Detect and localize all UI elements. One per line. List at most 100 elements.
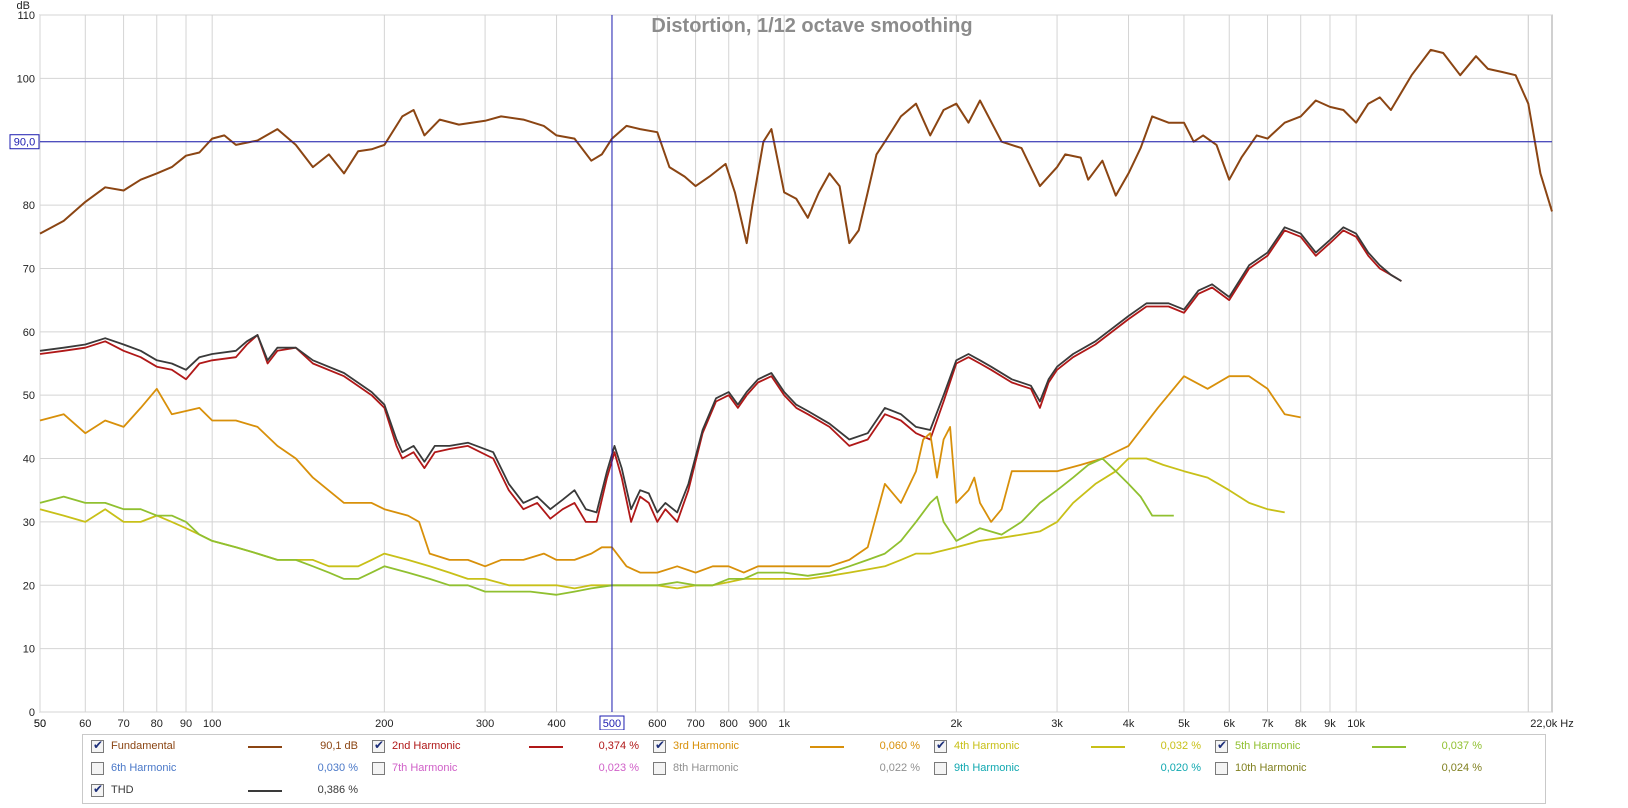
series-line-fundamental: [39, 48, 1553, 245]
legend-row: THD 0,386 %: [83, 780, 1545, 802]
plot-area[interactable]: [39, 14, 1553, 713]
legend-item: 3rd Harmonic 0,060 %: [645, 736, 935, 758]
legend-series-value: 0,060 %: [879, 740, 920, 752]
legend-checkbox[interactable]: [91, 782, 104, 797]
legend-checkbox[interactable]: [372, 738, 385, 753]
legend-item: 9th Harmonic 0,020 %: [926, 758, 1216, 780]
series-line-5th-harmonic: [39, 457, 1174, 596]
legend-checkbox[interactable]: [1215, 762, 1228, 775]
legend-series-value: 0,030 %: [317, 762, 358, 774]
x-tick-label: 3k: [1051, 718, 1063, 730]
legend-item: 2nd Harmonic 0,374 %: [364, 736, 654, 758]
cursor-y-readout: 90,0: [14, 137, 35, 149]
y-axis-label: dB: [17, 0, 30, 12]
x-tick-label: 8k: [1295, 718, 1307, 730]
legend-line-swatch: [248, 746, 282, 748]
y-tick-label: 20: [23, 580, 35, 592]
legend-series-name: 6th Harmonic: [111, 762, 177, 774]
x-tick-labels: 50 60 70 80 90 100 200 300 400 600 700 800 900 1k 2k 3k…: [34, 718, 1574, 730]
legend-checkbox[interactable]: [653, 762, 666, 775]
x-tick-label: 800: [720, 718, 738, 730]
legend-item: 10th Harmonic 0,024 %: [1207, 758, 1497, 780]
x-tick-label: 60: [79, 718, 91, 730]
legend-series-value: 0,032 %: [1160, 740, 1201, 752]
legend-line-swatch: [1372, 746, 1406, 748]
legend-checkbox[interactable]: [372, 762, 385, 775]
x-tick-label: 80: [151, 718, 163, 730]
legend-line-swatch: [810, 746, 844, 748]
legend-checkbox[interactable]: [934, 762, 947, 775]
legend-series-value: 90,1 dB: [320, 740, 358, 752]
x-tick-label: 1k: [778, 718, 790, 730]
legend-series-name: THD: [111, 784, 134, 796]
legend-series-value: 0,386 %: [317, 784, 358, 796]
y-tick-label: 10: [23, 644, 35, 656]
x-tick-label: 300: [476, 718, 494, 730]
legend-series-name: 10th Harmonic: [1235, 762, 1307, 774]
legend-item: 7th Harmonic 0,023 %: [364, 758, 654, 780]
legend-item: 8th Harmonic 0,022 %: [645, 758, 935, 780]
distortion-chart: 0 10 20 30 40 50 60 70 80 90 100 110 50 60 70 80 90 100 2…: [9, 0, 1574, 730]
x-tick-label: 7k: [1262, 718, 1274, 730]
legend-item: 6th Harmonic 0,030 %: [83, 758, 373, 780]
cursor-x-readout: 500: [603, 718, 621, 730]
chart-title: Distortion, 1/12 octave smoothing: [651, 15, 972, 37]
legend-series-value: 0,022 %: [879, 762, 920, 774]
legend-checkbox[interactable]: [91, 762, 104, 775]
x-tick-label: 2k: [951, 718, 963, 730]
x-tick-label: 70: [117, 718, 129, 730]
x-tick-label: 100: [203, 718, 221, 730]
x-tick-label: 10k: [1347, 718, 1365, 730]
legend-checkbox[interactable]: [653, 738, 666, 753]
legend-series-value: 0,374 %: [598, 740, 639, 752]
legend: Fundamental 90,1 dB 2nd Harmonic 0,374 % 3rd…: [82, 734, 1546, 804]
legend-line-swatch: [529, 746, 563, 748]
legend-series-name: 9th Harmonic: [954, 762, 1020, 774]
x-tick-label: 6k: [1223, 718, 1235, 730]
x-tick-label: 50: [34, 718, 46, 730]
legend-series-name: 5th Harmonic: [1235, 740, 1301, 752]
legend-series-value: 0,037 %: [1441, 740, 1482, 752]
y-tick-labels: 0102030405060708090100110: [17, 10, 35, 719]
x-tick-label: 9k: [1324, 718, 1336, 730]
series-lines: [39, 48, 1553, 596]
y-tick-label: 100: [17, 73, 35, 85]
legend-series-name: 7th Harmonic: [392, 762, 458, 774]
legend-line-swatch: [248, 790, 282, 792]
legend-series-name: 2nd Harmonic: [392, 740, 461, 752]
y-tick-label: 80: [23, 200, 35, 212]
legend-series-value: 0,023 %: [598, 762, 639, 774]
legend-series-name: 3rd Harmonic: [673, 740, 740, 752]
legend-checkbox[interactable]: [934, 738, 947, 753]
legend-item: THD 0,386 %: [83, 780, 373, 802]
x-tick-label: 50: [34, 718, 46, 730]
legend-series-value: 0,024 %: [1441, 762, 1482, 774]
legend-series-name: 8th Harmonic: [673, 762, 739, 774]
legend-item: Fundamental 90,1 dB: [83, 736, 373, 758]
legend-item: 4th Harmonic 0,032 %: [926, 736, 1216, 758]
x-tick-label: 5k: [1178, 718, 1190, 730]
y-tick-label: 50: [23, 390, 35, 402]
cursor-y-readout-box: [9, 134, 40, 150]
x-tick-label: 900: [749, 718, 767, 730]
series-line-thd: [39, 226, 1402, 514]
x-axis-end-label: 22,0k Hz: [1530, 718, 1573, 730]
legend-line-swatch: [1091, 746, 1125, 748]
legend-checkbox[interactable]: [1215, 738, 1228, 753]
legend-series-value: 0,020 %: [1160, 762, 1201, 774]
x-tick-label: 700: [686, 718, 704, 730]
legend-row: Fundamental 90,1 dB 2nd Harmonic 0,374 % 3rd…: [83, 736, 1545, 758]
y-tick-label: 70: [23, 263, 35, 275]
y-tick-label: 0: [29, 707, 35, 719]
legend-checkbox[interactable]: [91, 738, 104, 753]
y-tick-label: 110: [17, 10, 35, 22]
x-tick-label: 400: [547, 718, 565, 730]
legend-item: 5th Harmonic 0,037 %: [1207, 736, 1497, 758]
legend-series-name: 4th Harmonic: [954, 740, 1020, 752]
legend-series-name: Fundamental: [111, 740, 176, 752]
x-tick-label: 200: [375, 718, 393, 730]
y-tick-label: 30: [23, 517, 35, 529]
legend-row: 6th Harmonic 0,030 % 7th Harmonic 0,023 % 8t…: [83, 758, 1545, 780]
x-tick-label: 600: [648, 718, 666, 730]
